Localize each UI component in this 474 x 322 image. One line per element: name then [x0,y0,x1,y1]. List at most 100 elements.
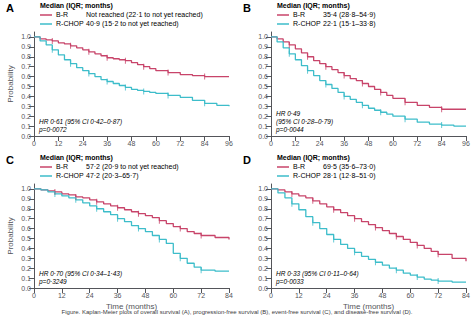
svg-text:0.9: 0.9 [258,43,268,50]
svg-text:0.4: 0.4 [21,93,31,100]
svg-text:0.3: 0.3 [258,255,268,262]
svg-text:84: 84 [225,292,233,299]
svg-text:R-CHOP: R-CHOP [293,172,321,179]
svg-text:0.5: 0.5 [21,235,31,242]
svg-text:0.2: 0.2 [258,265,268,272]
svg-text:69·5 (35·6–73·0): 69·5 (35·6–73·0) [323,163,376,171]
svg-text:0.9: 0.9 [21,43,31,50]
svg-text:35·4 (28·8–54·9): 35·4 (28·8–54·9) [323,11,376,19]
svg-text:12: 12 [291,140,299,147]
svg-text:36: 36 [351,292,359,299]
svg-text:36: 36 [103,140,111,147]
svg-text:R-CHOP: R-CHOP [293,20,321,27]
svg-text:47·2 (20·3–65·7): 47·2 (20·3–65·7) [86,172,139,180]
svg-text:1.0: 1.0 [258,185,268,192]
svg-text:0.2: 0.2 [21,113,31,120]
svg-text:0: 0 [32,292,36,299]
svg-text:60: 60 [169,292,177,299]
svg-text:p=0·0044: p=0·0044 [275,126,304,134]
svg-text:28·1 (12·8–51·0): 28·1 (12·8–51·0) [323,172,376,180]
svg-text:Figure. Kaplan-Meier plots of: Figure. Kaplan-Meier plots of overall su… [62,309,413,315]
svg-text:1.0: 1.0 [258,33,268,40]
svg-text:1.0: 1.0 [21,33,31,40]
svg-text:B: B [243,2,251,14]
svg-text:R-CHOP: R-CHOP [56,172,84,179]
svg-text:24: 24 [79,140,87,147]
svg-text:0.5: 0.5 [258,235,268,242]
svg-text:0.5: 0.5 [21,83,31,90]
svg-text:Median (IQR; months): Median (IQR; months) [277,2,350,10]
svg-text:Probability: Probability [6,217,15,254]
svg-text:0.6: 0.6 [258,73,268,80]
svg-text:0.9: 0.9 [258,195,268,202]
svg-text:0: 0 [32,140,36,147]
svg-text:p=0·0072: p=0·0072 [38,126,67,134]
svg-text:84: 84 [201,140,209,147]
svg-text:0.7: 0.7 [21,215,31,222]
svg-text:0.1: 0.1 [21,123,31,130]
svg-text:D: D [243,154,251,166]
svg-text:0.3: 0.3 [21,255,31,262]
svg-text:Probability: Probability [6,65,15,102]
svg-text:0.1: 0.1 [21,275,31,282]
svg-text:0.3: 0.3 [21,103,31,110]
svg-text:24: 24 [316,140,324,147]
svg-text:60: 60 [406,292,414,299]
svg-text:1.0: 1.0 [21,185,31,192]
svg-text:0: 0 [269,292,273,299]
svg-text:0.0: 0.0 [21,285,31,292]
svg-text:B-R: B-R [293,163,305,170]
svg-text:0.4: 0.4 [258,93,268,100]
svg-text:0.6: 0.6 [21,225,31,232]
svg-text:24: 24 [323,292,331,299]
svg-text:HR 0·61 (95% CI 0·42–0·87): HR 0·61 (95% CI 0·42–0·87) [39,118,122,126]
svg-text:Median (IQR; months): Median (IQR; months) [40,154,113,162]
svg-text:84: 84 [462,292,470,299]
svg-text:0.8: 0.8 [21,205,31,212]
svg-text:0.8: 0.8 [21,53,31,60]
svg-text:B-R: B-R [56,11,68,18]
svg-text:12: 12 [58,292,66,299]
svg-text:0.2: 0.2 [21,265,31,272]
svg-text:40·9 (15·2 to not yet reached): 40·9 (15·2 to not yet reached) [86,20,179,28]
svg-text:72: 72 [176,140,184,147]
svg-text:24: 24 [86,292,94,299]
svg-text:HR 0·33 (95% CI 0·11–0·64): HR 0·33 (95% CI 0·11–0·64) [276,270,359,278]
svg-text:12: 12 [54,140,62,147]
svg-text:0.2: 0.2 [258,113,268,120]
svg-text:p=0·0033: p=0·0033 [275,278,304,286]
svg-text:B-R: B-R [293,11,305,18]
svg-text:0.9: 0.9 [21,195,31,202]
svg-text:72: 72 [197,292,205,299]
svg-text:0.7: 0.7 [258,63,268,70]
svg-text:57·2 (20·9 to not yet reached): 57·2 (20·9 to not yet reached) [86,163,179,171]
svg-text:R-CHOP: R-CHOP [56,20,84,27]
svg-text:A: A [6,2,14,14]
svg-text:0.8: 0.8 [258,53,268,60]
svg-text:0.0: 0.0 [21,133,31,140]
svg-text:0.8: 0.8 [258,205,268,212]
svg-text:0.4: 0.4 [21,245,31,252]
svg-text:p=0·3249: p=0·3249 [38,278,67,286]
svg-text:0.1: 0.1 [258,123,268,130]
svg-text:48: 48 [365,140,373,147]
svg-text:Median (IQR; months): Median (IQR; months) [40,2,113,10]
svg-text:C: C [6,154,14,166]
svg-text:48: 48 [142,292,150,299]
svg-text:0.7: 0.7 [258,215,268,222]
svg-text:0.0: 0.0 [258,133,268,140]
svg-text:36: 36 [340,140,348,147]
svg-text:12: 12 [295,292,303,299]
svg-text:Median (IQR; months): Median (IQR; months) [277,154,350,162]
svg-text:HR 0·70 (95% CI 0·34–1·43): HR 0·70 (95% CI 0·34–1·43) [39,270,122,278]
svg-text:72: 72 [434,292,442,299]
svg-text:0.1: 0.1 [258,275,268,282]
svg-text:84: 84 [438,140,446,147]
svg-text:0: 0 [269,140,273,147]
svg-text:0.3: 0.3 [258,103,268,110]
svg-text:60: 60 [152,140,160,147]
svg-text:72: 72 [413,140,421,147]
svg-text:B-R: B-R [56,163,68,170]
svg-text:HR 0·49: HR 0·49 [276,110,301,117]
svg-text:0.6: 0.6 [258,225,268,232]
